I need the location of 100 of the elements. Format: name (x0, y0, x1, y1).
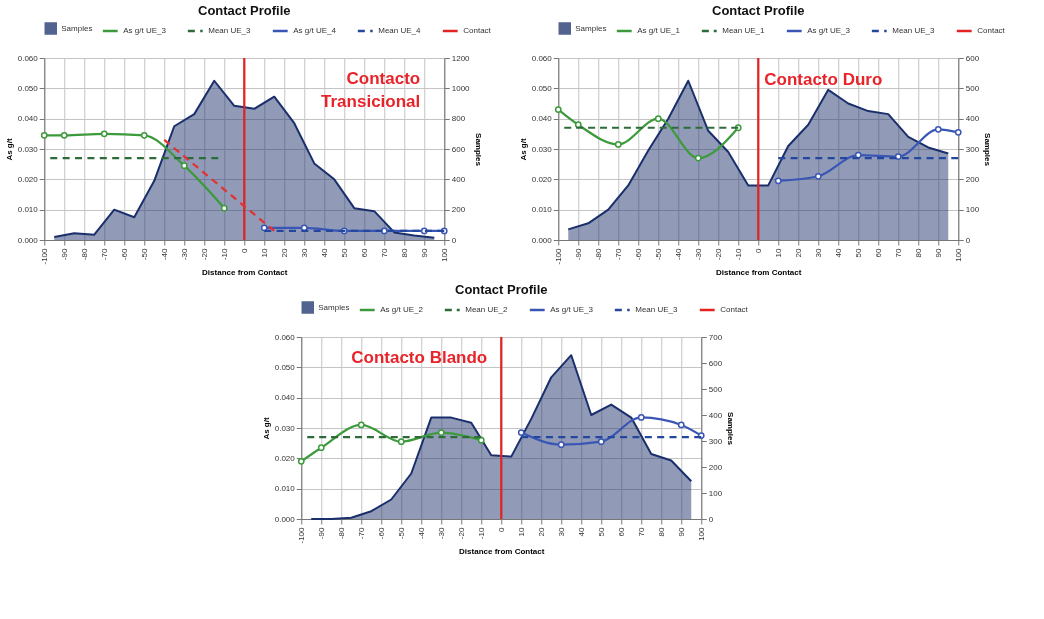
chart-title: Contact Profile (455, 282, 548, 297)
x-tick-label: -70 (99, 247, 109, 261)
point (100, 130, 108, 138)
x-tick-label: 40 (576, 526, 586, 537)
x-axis-title: Distance from Contact (459, 546, 545, 556)
y2-tick-label: 500 (708, 384, 723, 394)
y-tick-label: 0.000 (531, 235, 553, 245)
y2-tick-label: 300 (708, 436, 723, 446)
x-tick-label: -100 (39, 247, 49, 265)
y-tick-label: 0.060 (531, 53, 553, 63)
point (220, 204, 228, 212)
x-tick-label: -10 (476, 526, 486, 540)
x-tick-label: -50 (396, 526, 406, 540)
x-tick-label: -20 (713, 247, 723, 261)
x-tick-label: -100 (296, 526, 306, 544)
point (774, 177, 782, 185)
y2-tick-label: 200 (451, 205, 466, 215)
x-tick-label: -10 (733, 247, 743, 261)
x-tick-label: 40 (833, 247, 843, 258)
point (734, 124, 742, 132)
y2-axis-title: Samples (983, 133, 993, 167)
x-tick-label: 100 (439, 247, 449, 262)
x-tick-label: -30 (693, 247, 703, 261)
x-tick-label: -60 (376, 526, 386, 540)
y-tick-label: 0.060 (17, 53, 39, 63)
x-tick-label: 60 (359, 247, 369, 258)
x-tick-label: -30 (179, 247, 189, 261)
x-tick-label: 70 (379, 247, 389, 258)
x-tick-label: -20 (199, 247, 209, 261)
y-tick-label: 0.040 (17, 114, 39, 124)
x-tick-label: -90 (316, 526, 326, 540)
legend-label: Samples (61, 23, 93, 33)
point (557, 441, 565, 449)
legend-label: As g/t UE_3 (550, 305, 594, 314)
chart-title: Contact Profile (198, 3, 291, 18)
point (437, 429, 445, 436)
x-tick-label: -80 (336, 526, 346, 540)
legend-label: Mean UE_3 (208, 26, 252, 35)
x-tick-label: 20 (279, 247, 289, 258)
legend-label: Mean UE_3 (635, 305, 679, 314)
x-tick-label: 60 (873, 247, 883, 258)
y-tick-label: 0.020 (17, 174, 39, 184)
point (60, 131, 68, 139)
y2-tick-label: 700 (708, 332, 723, 342)
legend-label: As g/t UE_2 (380, 305, 424, 314)
y-axis-title: As g/t (4, 138, 14, 161)
legend-label: Mean UE_1 (722, 26, 766, 35)
y-tick-label: 0.060 (274, 332, 296, 342)
x-tick-label: 80 (399, 247, 409, 258)
point (574, 121, 582, 129)
point (854, 151, 862, 159)
y2-tick-label: 0 (451, 235, 457, 245)
x-tick-label: -80 (79, 247, 89, 261)
point (397, 438, 405, 446)
point (517, 429, 525, 436)
x-tick-label: 40 (319, 247, 329, 258)
point (357, 421, 365, 429)
x-tick-label: -20 (456, 526, 466, 540)
y2-tick-label: 800 (451, 114, 466, 124)
y-tick-label: 0.020 (531, 174, 553, 184)
y-tick-label: 0.040 (531, 114, 553, 124)
y-tick-label: 0.050 (274, 362, 296, 372)
y-tick-label: 0.000 (274, 514, 296, 524)
legend-label: As g/t UE_4 (293, 26, 337, 35)
point (554, 106, 562, 113)
y-axis-title: As g/t (261, 417, 271, 440)
x-tick-label: 10 (773, 247, 783, 258)
point (697, 432, 705, 439)
legend-label: As g/t UE_1 (637, 26, 681, 35)
y-tick-label: 0.000 (17, 235, 39, 245)
point (380, 227, 388, 235)
point (40, 131, 48, 139)
point (654, 115, 662, 123)
x-tick-label: 30 (556, 526, 566, 537)
annotation: Contacto Duro (764, 69, 883, 89)
y2-axis-title: Samples (473, 133, 483, 167)
x-tick-label: 30 (299, 247, 309, 258)
x-tick-label: 10 (516, 526, 526, 537)
legend-label: As g/t UE_3 (123, 26, 167, 35)
y-tick-label: 0.030 (274, 423, 296, 433)
chart-title: Contact Profile (712, 3, 805, 18)
point (140, 131, 148, 139)
x-tick-label: -90 (573, 247, 583, 261)
y2-tick-label: 400 (965, 114, 980, 124)
point (677, 421, 685, 429)
annotation: Contacto Blando (351, 347, 488, 367)
x-tick-label: 80 (913, 247, 923, 258)
x-tick-label: -10 (219, 247, 229, 261)
point (614, 141, 622, 148)
y2-tick-label: 1000 (451, 83, 471, 93)
x-tick-label: -40 (416, 526, 426, 540)
annotation: Contacto Transicional (321, 68, 421, 111)
point (637, 413, 645, 421)
y-tick-label: 0.030 (17, 144, 39, 154)
x-tick-label: 0 (753, 247, 763, 253)
x-tick-label: 20 (536, 526, 546, 537)
y-tick-label: 0.050 (17, 83, 39, 93)
point (814, 172, 822, 180)
x-tick-label: -70 (613, 247, 623, 261)
legend-label: Contact (720, 305, 749, 314)
